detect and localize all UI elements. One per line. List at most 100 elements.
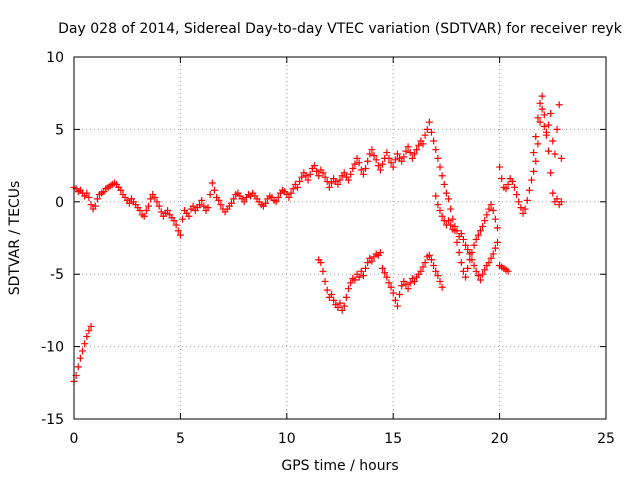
data-point	[289, 185, 297, 193]
x-tick-label: 0	[70, 431, 79, 447]
y-tick-label: -15	[41, 412, 64, 428]
data-point	[538, 105, 546, 113]
data-point	[438, 283, 446, 291]
data-point	[389, 289, 397, 297]
data-point	[387, 159, 395, 167]
data-point	[398, 157, 406, 165]
data-point	[538, 92, 546, 100]
data-point	[493, 238, 501, 246]
data-point	[321, 277, 329, 285]
data-point	[457, 259, 465, 267]
data-point	[321, 173, 329, 181]
data-point	[549, 189, 557, 197]
data-point	[153, 198, 161, 206]
series-late-upper-branch	[530, 99, 565, 162]
data-point	[85, 327, 93, 335]
data-point	[421, 259, 429, 267]
data-point	[498, 175, 506, 183]
data-point	[534, 140, 542, 148]
data-point	[189, 202, 197, 210]
data-point	[310, 162, 318, 170]
data-point	[428, 128, 436, 136]
data-point	[87, 201, 95, 209]
data-point	[368, 257, 376, 265]
data-point	[227, 199, 235, 207]
data-point	[551, 150, 559, 158]
data-point	[472, 235, 480, 243]
data-point	[340, 302, 348, 310]
data-point	[315, 172, 323, 180]
series-mid-afternoon-segment	[379, 251, 446, 310]
data-point	[76, 354, 84, 362]
data-point	[445, 195, 453, 203]
data-point	[464, 264, 472, 272]
data-point	[85, 193, 93, 201]
data-point	[83, 332, 91, 340]
data-point	[319, 169, 327, 177]
data-point	[466, 250, 474, 258]
data-point	[436, 277, 444, 285]
data-point	[555, 101, 563, 109]
data-point	[430, 262, 438, 270]
data-point	[293, 183, 301, 191]
data-point	[334, 304, 342, 312]
data-point	[540, 111, 548, 119]
data-point	[476, 276, 484, 284]
data-point	[296, 178, 304, 186]
data-point	[355, 273, 363, 281]
data-point	[542, 131, 550, 139]
data-point	[364, 157, 372, 165]
data-point	[200, 202, 208, 210]
data-point	[334, 180, 342, 188]
data-point	[504, 180, 512, 188]
data-point	[406, 149, 414, 157]
data-point	[479, 270, 487, 278]
data-point	[457, 230, 465, 238]
data-point	[396, 290, 404, 298]
data-point	[547, 109, 555, 117]
grid-lines	[74, 57, 606, 419]
data-point	[532, 133, 540, 141]
data-point	[83, 189, 91, 197]
data-point	[432, 146, 440, 154]
data-point	[491, 244, 499, 252]
data-point	[302, 172, 310, 180]
data-point	[144, 202, 152, 210]
data-point	[393, 150, 401, 158]
data-point	[323, 286, 331, 294]
data-point	[364, 259, 372, 267]
data-point	[523, 196, 531, 204]
data-point	[402, 147, 410, 155]
data-point	[517, 204, 525, 212]
data-point	[379, 264, 387, 272]
data-point	[351, 160, 359, 168]
data-point	[379, 160, 387, 168]
data-point	[532, 157, 540, 165]
data-point	[215, 196, 223, 204]
data-point	[179, 215, 187, 223]
data-point	[79, 347, 87, 355]
data-point	[349, 164, 357, 172]
data-point	[366, 150, 374, 158]
data-point	[540, 123, 548, 131]
data-point	[536, 99, 544, 107]
data-point	[504, 267, 512, 275]
data-point	[353, 154, 361, 162]
data-point	[434, 154, 442, 162]
data-point	[385, 279, 393, 287]
data-point	[432, 192, 440, 200]
data-point	[453, 227, 461, 235]
data-point	[298, 173, 306, 181]
data-point	[421, 131, 429, 139]
data-point	[459, 235, 467, 243]
data-point	[262, 199, 270, 207]
data-point	[447, 221, 455, 229]
data-point	[521, 205, 529, 213]
data-point	[470, 262, 478, 270]
data-point	[170, 217, 178, 225]
data-point	[493, 224, 501, 232]
data-point	[196, 201, 204, 209]
data-point	[528, 176, 536, 184]
data-point	[428, 256, 436, 264]
data-point	[417, 267, 425, 275]
